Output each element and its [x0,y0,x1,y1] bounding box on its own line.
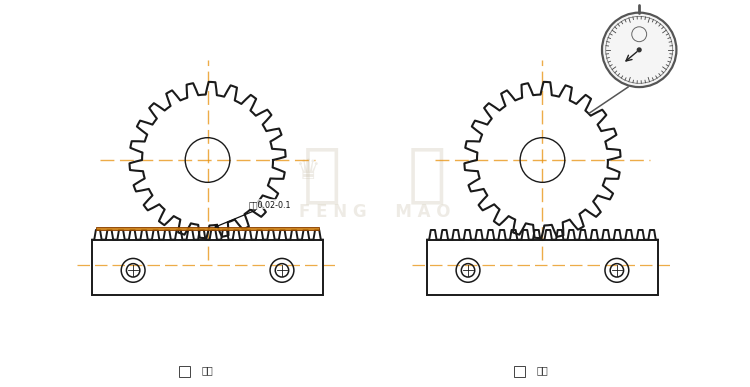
Text: ♛: ♛ [296,157,320,185]
Text: 图一: 图一 [202,366,214,376]
Text: 图二: 图二 [536,366,548,376]
Circle shape [638,48,641,52]
Text: 隆   茂: 隆 茂 [303,144,447,206]
Bar [514,366,524,377]
Bar [179,366,190,377]
Text: F E N G     M A O: F E N G M A O [299,203,451,221]
Text: 鈗箞0.02-0.1: 鈗箞0.02-0.1 [215,200,291,227]
Polygon shape [96,227,320,230]
Circle shape [602,13,676,87]
